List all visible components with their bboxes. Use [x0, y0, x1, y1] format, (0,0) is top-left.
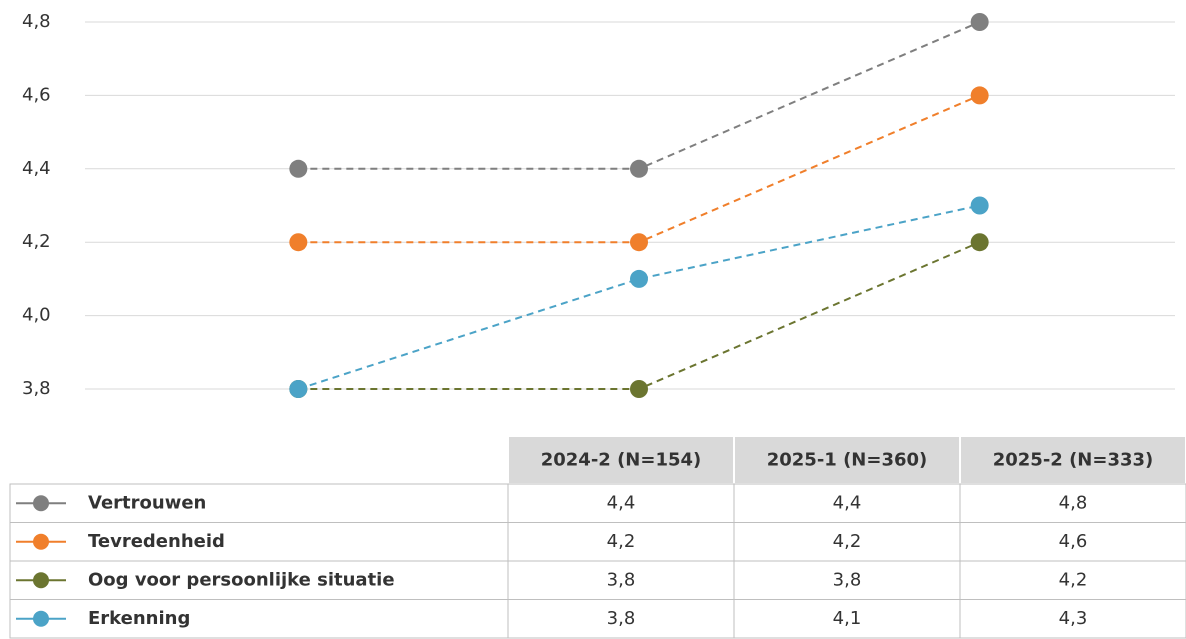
point: [289, 159, 308, 178]
value-cell: [959, 483, 1186, 523]
legend-label: Tevredenheid: [88, 531, 225, 552]
column-header: 2024-2 (N=154): [541, 450, 702, 471]
value-cell: [959, 599, 1186, 639]
column-header: 2025-2 (N=333): [993, 450, 1154, 471]
y-tick-label: 4,2: [22, 231, 51, 252]
point: [970, 13, 989, 31]
header-cell: [735, 437, 959, 483]
legend-label: Oog voor persoonlijke situatie: [88, 569, 395, 590]
row-label-cell: [9, 483, 509, 523]
value-label: 4,1: [833, 608, 862, 629]
y-tick-label: 4,8: [22, 11, 51, 32]
value-label: 4,2: [607, 531, 636, 552]
y-tick-label: 3,8: [22, 378, 51, 399]
point: [289, 233, 308, 252]
value-cell: [733, 560, 961, 600]
value-label: 3,8: [607, 569, 636, 590]
value-label: 4,3: [1059, 608, 1088, 629]
header-cell: [509, 437, 733, 483]
value-cell: [733, 522, 961, 562]
row-label-cell: [9, 522, 509, 562]
value-cell: [733, 483, 961, 523]
point: [970, 196, 989, 215]
value-label: 4,6: [1059, 531, 1088, 552]
point: [630, 233, 648, 252]
point: [970, 86, 989, 105]
value-label: 3,8: [607, 608, 636, 629]
value-label: 4,8: [1059, 492, 1088, 513]
value-cell: [959, 560, 1186, 600]
legend-marker: [33, 610, 49, 627]
point: [630, 269, 648, 288]
value-label: 4,4: [833, 492, 862, 513]
value-label: 3,8: [833, 569, 862, 590]
legend-marker: [33, 572, 49, 589]
legend-label: Vertrouwen: [88, 492, 206, 513]
value-label: 4,2: [833, 531, 862, 552]
y-tick-label: 4,4: [22, 158, 51, 179]
y-tick-label: 4,0: [22, 305, 51, 326]
header-cell: [961, 437, 1185, 483]
value-cell: [507, 599, 735, 639]
value-cell: [733, 599, 961, 639]
y-tick-label: 4,6: [22, 84, 51, 105]
row-label-cell: [9, 599, 509, 639]
legend-marker: [33, 495, 49, 512]
point: [630, 159, 648, 178]
value-cell: [507, 522, 735, 562]
point: [970, 233, 989, 252]
series-line: [298, 204, 980, 390]
legend-marker: [33, 533, 49, 550]
value-cell: [507, 560, 735, 600]
value-label: 4,2: [1059, 569, 1088, 590]
value-label: 4,4: [607, 492, 636, 513]
point: [630, 380, 648, 398]
legend-label: Erkenning: [88, 608, 190, 629]
point: [289, 380, 308, 398]
column-header: 2025-1 (N=360): [767, 450, 928, 471]
